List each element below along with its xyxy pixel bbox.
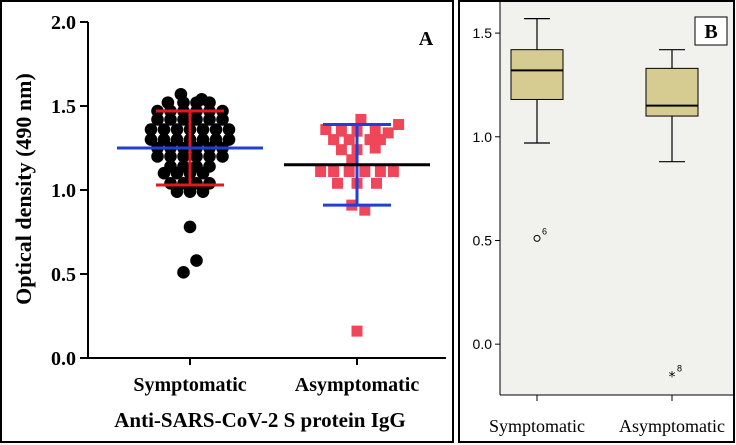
data-point-symptomatic (151, 150, 164, 163)
panel-a-x-tick-label: Symptomatic (133, 374, 246, 396)
data-point-asymptomatic (351, 325, 363, 337)
data-point-symptomatic (170, 166, 184, 180)
data-point-symptomatic (144, 123, 158, 136)
data-point-symptomatic (183, 185, 197, 198)
panel-b-y-tick-label: 0.0 (473, 336, 493, 352)
data-point-asymptomatic (369, 142, 381, 154)
data-point-asymptomatic (359, 166, 371, 178)
panel-a-x-axis-label: Anti-SARS-CoV-2 S protein IgG (114, 408, 406, 432)
data-point-asymptomatic (374, 166, 386, 178)
panel-b-axes: 0.0 0.5 1.0 1.5 Symptomatic Asymptomatic (473, 25, 725, 436)
data-point-asymptomatic (387, 166, 399, 178)
panel-b-y-tick-label: 0.5 (473, 232, 493, 248)
data-point-symptomatic (170, 123, 184, 136)
data-point-asymptomatic (320, 124, 332, 136)
panel-b-label: B (704, 21, 717, 43)
panel-b-y-tick-label: 1.0 (473, 129, 493, 145)
data-point-asymptomatic (359, 204, 371, 216)
data-point-symptomatic (170, 185, 184, 198)
data-point-asymptomatic (335, 125, 347, 137)
panel-b-y-tick-label: 1.5 (473, 25, 493, 41)
data-point-asymptomatic (343, 134, 355, 146)
data-point-symptomatic (164, 150, 177, 163)
panel-b-x-tick-label: Asymptomatic (619, 416, 725, 436)
panel-a-y-tick-label: 1.5 (51, 96, 76, 118)
data-point-symptomatic (157, 123, 171, 136)
outlier-marker: * (669, 369, 676, 385)
panel-a-border (0, 0, 454, 443)
data-point-symptomatic (216, 150, 229, 163)
data-point-asymptomatic (335, 144, 347, 156)
data-point-symptomatic (151, 113, 164, 126)
panel-b-border (458, 0, 735, 443)
panel-b-label-box (694, 16, 728, 46)
panel-b-x-tick-label: Symptomatic (489, 416, 585, 436)
data-point-symptomatic (196, 185, 210, 198)
panel-b: B 0.0 0.5 1.0 1.5 Symptomatic Asymptomatic 6 *… (458, 0, 735, 443)
data-point-symptomatic (177, 113, 190, 126)
data-point-symptomatic (177, 266, 190, 279)
data-point-symptomatic (196, 166, 210, 180)
panel-b-marks: 6 *8 (510, 17, 699, 385)
data-point-asymptomatic (346, 154, 358, 166)
outlier-label: 8 (677, 363, 682, 373)
panel-a-x-tick-label: Asymptomatic (295, 374, 420, 396)
data-point-asymptomatic (364, 134, 376, 146)
data-point-asymptomatic (374, 134, 386, 146)
data-point-symptomatic (183, 220, 197, 234)
data-point-asymptomatic (355, 113, 367, 125)
box-iqr (510, 49, 564, 100)
outlier-marker (533, 234, 541, 242)
data-point-asymptomatic (369, 124, 381, 136)
box-iqr (645, 67, 699, 117)
panel-a-label: A (419, 28, 434, 50)
data-point-symptomatic (164, 113, 177, 126)
data-point-symptomatic (177, 150, 190, 163)
data-point-symptomatic (203, 150, 216, 163)
data-point-asymptomatic (382, 127, 394, 139)
data-point-symptomatic (203, 113, 216, 126)
panel-a-y-axis-label: Optical density (490 nm) (11, 73, 36, 305)
data-point-asymptomatic (393, 118, 405, 130)
data-point-symptomatic (222, 123, 236, 136)
data-point-symptomatic (157, 166, 171, 180)
panel-a-axes: 0.0 0.5 1.0 1.5 2.0 Symptomatic Asymptomatic (51, 12, 446, 396)
data-point-asymptomatic (328, 134, 340, 146)
data-point-asymptomatic (343, 166, 355, 178)
data-point-asymptomatic (315, 166, 327, 178)
panel-a-y-tick-label: 2.0 (51, 12, 76, 34)
panel-a-marks (117, 87, 430, 337)
data-point-asymptomatic (371, 177, 382, 189)
data-point-symptomatic (190, 113, 203, 126)
data-point-symptomatic (190, 254, 203, 267)
data-point-symptomatic (190, 150, 203, 163)
data-point-asymptomatic (328, 166, 340, 178)
data-point-asymptomatic (332, 177, 343, 189)
panel-a-y-tick-label: 1.0 (51, 180, 76, 202)
outlier-label: 6 (542, 226, 547, 236)
panel-a: A Optical density (490 nm) Anti-SARS-CoV… (0, 0, 454, 443)
data-point-symptomatic (216, 113, 229, 126)
data-point-symptomatic (196, 123, 210, 136)
panel-a-y-tick-label: 0.5 (51, 264, 76, 286)
panel-a-y-tick-label: 0.0 (51, 348, 76, 370)
data-point-symptomatic (209, 123, 223, 136)
